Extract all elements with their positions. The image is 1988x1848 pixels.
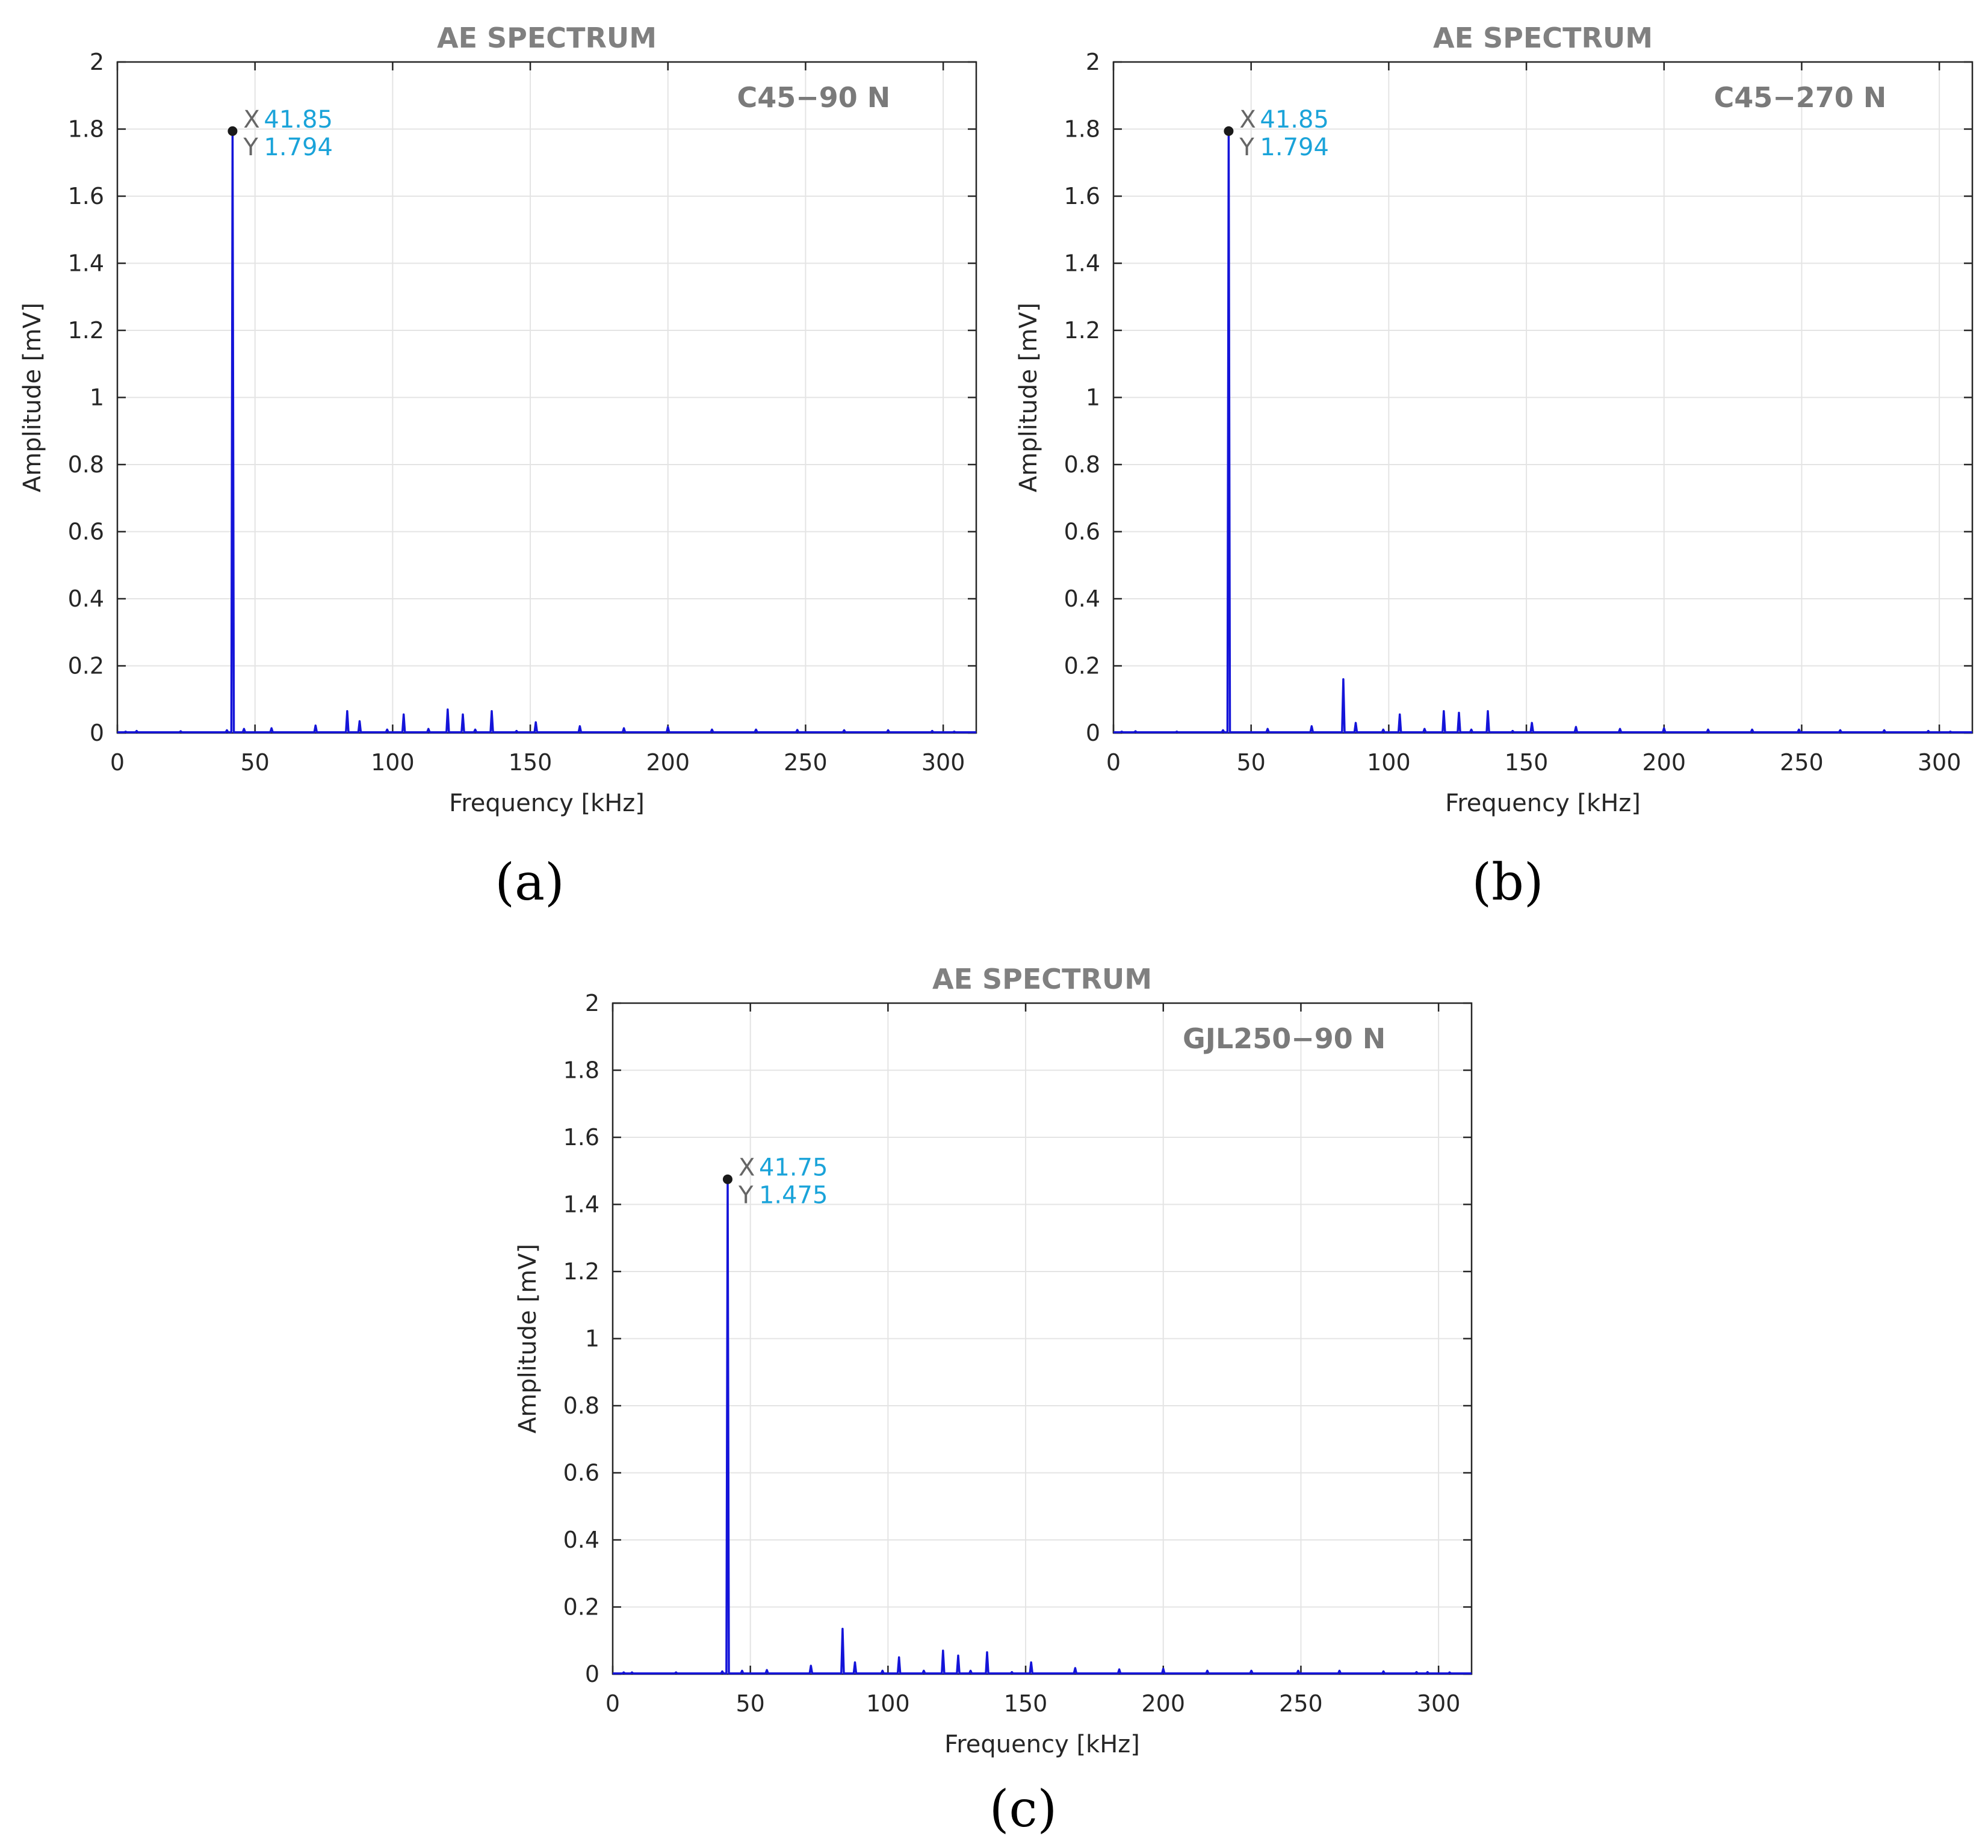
y-tick-label: 1.2 [1064, 317, 1100, 344]
datatip-x-value: 41.75 [759, 1154, 828, 1182]
y-tick-label: 0 [585, 1661, 599, 1687]
y-axis-title: Amplitude [mV] [1015, 303, 1042, 492]
x-tick-label: 150 [509, 749, 553, 776]
x-tick-label: 50 [1237, 749, 1266, 776]
x-axis-title: Frequency [kHz] [449, 790, 645, 817]
x-tick-label: 0 [1106, 749, 1121, 776]
y-tick-label: 0 [90, 720, 104, 746]
y-tick-label: 2 [585, 990, 599, 1016]
y-tick-label: 1 [1086, 385, 1100, 411]
x-tick-label: 300 [1918, 749, 1962, 776]
panel-label: (a) [495, 853, 565, 912]
peak-datatip-marker [722, 1174, 732, 1184]
datatip-y-key: Y [738, 1182, 754, 1210]
y-tick-label: 0.4 [563, 1527, 599, 1553]
x-tick-label: 200 [1141, 1690, 1185, 1717]
chart-panel-3: 0 50 100 150 200 250 300 0 0.2 0.4 0.6 0.8 1 1.2 1.4 1.… [514, 963, 1473, 1838]
datatip-x-key: X [243, 106, 259, 134]
spectrum-series-line [1113, 130, 1972, 734]
x-tick-label: 250 [784, 749, 828, 776]
y-axis-title: Amplitude [mV] [19, 303, 46, 492]
datatip-y-value: 1.475 [759, 1182, 828, 1210]
y-tick-label: 1.2 [68, 317, 104, 344]
y-tick-label: 0 [1086, 720, 1100, 746]
x-tick-label: 50 [736, 1690, 765, 1717]
x-tick-label: 100 [1367, 749, 1411, 776]
y-tick-label: 1 [585, 1326, 599, 1352]
x-tick-label: 100 [371, 749, 415, 776]
y-tick-label: 0.6 [563, 1460, 599, 1486]
y-tick-label: 2 [90, 49, 104, 75]
x-tick-label: 300 [921, 749, 965, 776]
chart-title: AE SPECTRUM [437, 22, 657, 54]
y-tick-label: 1.4 [563, 1191, 599, 1218]
y-tick-label: 0.4 [1064, 586, 1100, 612]
x-tick-label: 200 [1642, 749, 1686, 776]
panel-label: (c) [989, 1779, 1057, 1838]
y-tick-label: 0.4 [68, 586, 104, 612]
sample-annotation: GJL250−90 N [1183, 1022, 1386, 1055]
y-tick-label: 0.6 [68, 519, 104, 545]
x-tick-label: 50 [241, 749, 270, 776]
chart-title: AE SPECTRUM [1433, 22, 1653, 54]
y-tick-label: 1.8 [1064, 116, 1100, 143]
chart-panel-2: 0 50 100 150 200 250 300 0 0.2 0.4 0.6 0.8 1 1.2 1.4 1.… [1015, 22, 1974, 912]
y-tick-label: 0.6 [1064, 519, 1100, 545]
y-tick-label: 1 [90, 385, 104, 411]
y-tick-label: 1.2 [563, 1258, 599, 1285]
peak-datatip-marker [1224, 126, 1234, 136]
x-tick-label: 250 [1279, 1690, 1323, 1717]
chart-title: AE SPECTRUM [932, 963, 1152, 995]
datatip-y-value: 1.794 [264, 134, 333, 161]
x-tick-label: 300 [1417, 1690, 1461, 1717]
panel-label: (b) [1472, 853, 1543, 912]
x-axis-title: Frequency [kHz] [944, 1731, 1140, 1758]
y-tick-label: 2 [1086, 49, 1100, 75]
x-tick-label: 0 [605, 1690, 620, 1717]
datatip-x-key: X [1239, 106, 1256, 134]
x-tick-label: 150 [1004, 1690, 1048, 1717]
sample-annotation: C45−270 N [1714, 81, 1886, 114]
y-tick-label: 0.8 [1064, 451, 1100, 478]
datatip-y-key: Y [1239, 134, 1254, 161]
sample-annotation: C45−90 N [737, 81, 890, 114]
spectrum-series-line [117, 130, 976, 734]
y-tick-label: 0.8 [68, 451, 104, 478]
y-tick-label: 1.4 [68, 250, 104, 277]
peak-datatip-marker [228, 126, 238, 136]
x-tick-label: 250 [1780, 749, 1824, 776]
x-tick-label: 0 [110, 749, 125, 776]
y-tick-label: 1.6 [563, 1124, 599, 1151]
y-tick-label: 1.8 [563, 1057, 599, 1084]
y-tick-label: 1.8 [68, 116, 104, 143]
spectrum-series-line [613, 1178, 1472, 1675]
y-tick-label: 1.6 [1064, 183, 1100, 209]
y-tick-label: 1.6 [68, 183, 104, 209]
y-axis-title: Amplitude [mV] [514, 1244, 542, 1433]
datatip-y-value: 1.794 [1260, 134, 1329, 161]
x-tick-label: 200 [646, 749, 690, 776]
datatip-x-value: 41.85 [264, 106, 333, 134]
datatip-x-key: X [739, 1154, 755, 1182]
y-tick-label: 1.4 [1064, 250, 1100, 277]
chart-panel-1: 0 50 100 150 200 250 300 0 0.2 0.4 0.6 0.8 1 1.2 1.4 1.… [19, 22, 977, 912]
x-tick-label: 150 [1505, 749, 1549, 776]
datatip-x-value: 41.85 [1260, 106, 1329, 134]
y-tick-label: 0.8 [563, 1392, 599, 1419]
x-tick-label: 100 [866, 1690, 910, 1717]
datatip-y-key: Y [243, 134, 258, 161]
x-axis-title: Frequency [kHz] [1445, 790, 1641, 817]
y-tick-label: 0.2 [68, 653, 104, 679]
y-tick-label: 0.2 [1064, 653, 1100, 679]
y-tick-label: 0.2 [563, 1594, 599, 1621]
